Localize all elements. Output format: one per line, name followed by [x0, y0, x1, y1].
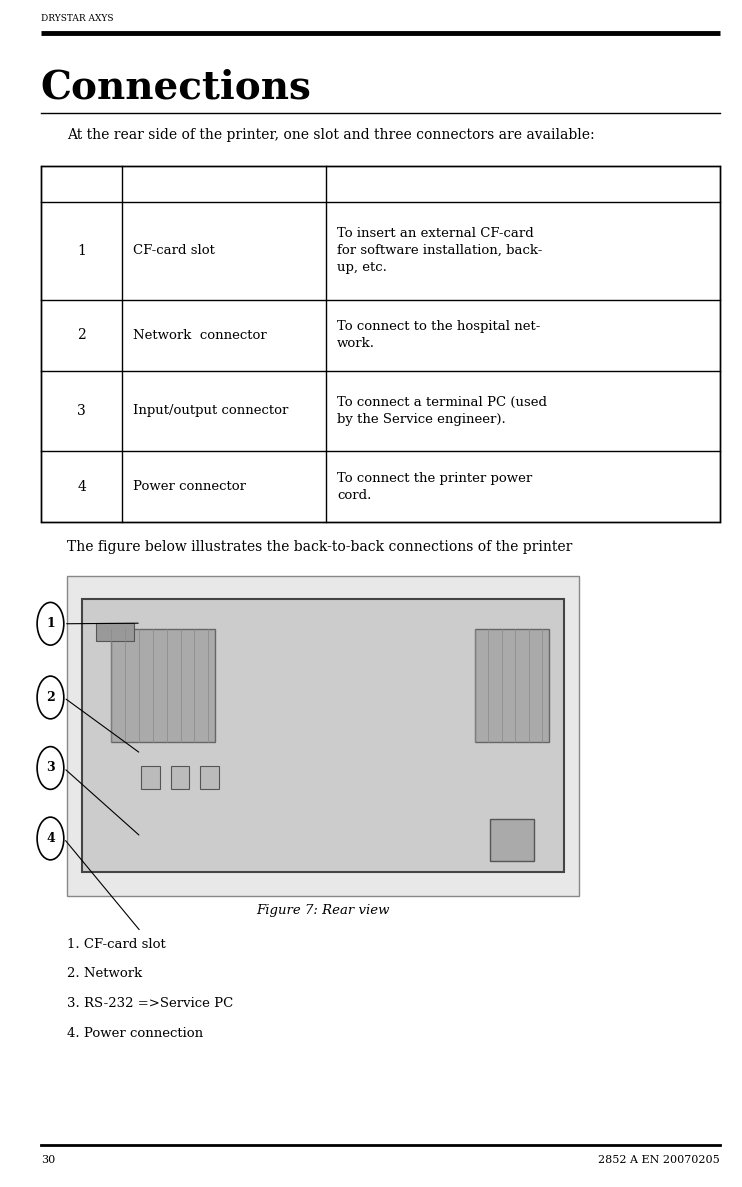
Text: Figure 7: Rear view: Figure 7: Rear view [256, 904, 390, 918]
Text: 3. RS-232 =>Service PC: 3. RS-232 =>Service PC [67, 997, 233, 1010]
Text: The figure below illustrates the back-to-back connections of the printer: The figure below illustrates the back-to… [67, 540, 572, 554]
Text: CF-card slot: CF-card slot [134, 245, 215, 258]
Text: 3: 3 [77, 404, 86, 418]
Text: To connect a terminal PC (used
by the Service engineer).: To connect a terminal PC (used by the Se… [337, 396, 547, 426]
Bar [490, 819, 534, 861]
Text: 2: 2 [46, 691, 55, 704]
Text: To connect the printer power
cord.: To connect the printer power cord. [337, 471, 532, 502]
Text: 4: 4 [46, 832, 55, 845]
Text: To insert an external CF-card
for software installation, back-
up, etc.: To insert an external CF-card for softwa… [337, 227, 542, 274]
Text: 1: 1 [77, 243, 86, 258]
Bar [96, 623, 134, 641]
Circle shape [37, 677, 64, 719]
Bar [141, 766, 160, 789]
Text: Input/output connector: Input/output connector [134, 405, 289, 418]
Text: Power connector: Power connector [134, 481, 246, 493]
FancyBboxPatch shape [41, 166, 720, 522]
Text: 4: 4 [77, 480, 86, 494]
Bar [111, 629, 215, 742]
FancyBboxPatch shape [82, 599, 564, 872]
Text: 2. Network: 2. Network [67, 967, 142, 980]
Text: DRYSTAR AXYS: DRYSTAR AXYS [41, 14, 114, 24]
Bar [171, 766, 189, 789]
Text: 1. CF-card slot: 1. CF-card slot [67, 938, 165, 951]
Circle shape [37, 603, 64, 646]
Text: 30: 30 [41, 1155, 55, 1164]
Text: At the rear side of the printer, one slot and three connectors are available:: At the rear side of the printer, one slo… [67, 128, 594, 142]
Text: 2: 2 [77, 329, 86, 342]
Circle shape [37, 817, 64, 859]
Bar [475, 629, 549, 742]
Text: 3: 3 [46, 762, 55, 774]
Text: Connections: Connections [41, 69, 312, 107]
Text: 1: 1 [46, 617, 55, 630]
Text: Network  connector: Network connector [134, 329, 267, 342]
FancyBboxPatch shape [67, 576, 579, 896]
Circle shape [37, 747, 64, 789]
Bar [200, 766, 219, 789]
Text: 2852 A EN 20070205: 2852 A EN 20070205 [598, 1155, 720, 1164]
Text: To connect to the hospital net-
work.: To connect to the hospital net- work. [337, 320, 540, 350]
Text: 4. Power connection: 4. Power connection [67, 1027, 203, 1040]
